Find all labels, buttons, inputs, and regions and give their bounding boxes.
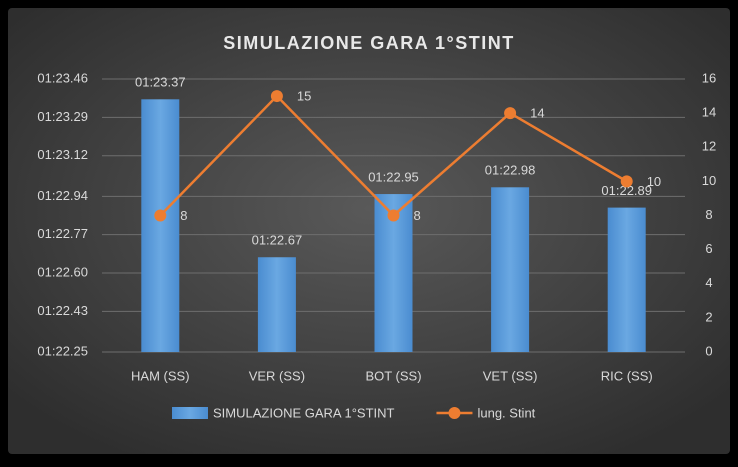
bar-value-label: 01:22.89: [601, 183, 652, 198]
y2-tick-label: 4: [705, 275, 712, 290]
y-tick-label: 01:22.94: [37, 188, 88, 203]
y-tick-label: 01:22.77: [37, 226, 88, 241]
bar-value-label: 01:22.67: [252, 233, 303, 248]
legend-swatch-marker: [448, 407, 461, 419]
line-value-label: 8: [180, 208, 187, 223]
line-marker: [154, 209, 167, 222]
x-tick-label: VET (SS): [483, 368, 538, 383]
line-value-label: 8: [414, 208, 421, 223]
bar: [257, 257, 296, 352]
y-tick-label: 01:23.12: [37, 147, 88, 162]
bar: [607, 207, 646, 352]
x-tick-label: BOT (SS): [365, 368, 421, 383]
line-value-label: 15: [297, 89, 311, 104]
y-tick-label: 01:22.43: [37, 303, 88, 318]
y2-tick-label: 8: [705, 207, 712, 222]
y-tick-label: 01:22.25: [37, 343, 88, 358]
x-tick-label: HAM (SS): [131, 368, 190, 383]
y2-tick-label: 0: [705, 343, 712, 358]
line-marker: [504, 107, 517, 120]
y2-tick-label: 6: [705, 241, 712, 256]
line-marker: [620, 175, 633, 188]
y2-tick-label: 2: [705, 309, 712, 324]
y-tick-label: 01:22.60: [37, 264, 88, 279]
bar-value-label: 01:22.95: [368, 170, 419, 185]
legend-swatch: [172, 407, 208, 419]
legend-label: lung. Stint: [477, 405, 535, 420]
bar-value-label: 01:22.98: [485, 163, 536, 178]
y2-tick-label: 14: [702, 105, 716, 120]
line-marker: [270, 90, 283, 103]
bar-value-label: 01:23.37: [135, 75, 186, 90]
line-value-label: 10: [647, 174, 661, 189]
chart-background: [8, 8, 730, 454]
bar: [141, 99, 180, 352]
x-tick-label: RIC (SS): [601, 368, 653, 383]
y2-tick-label: 10: [702, 173, 716, 188]
y-tick-label: 01:23.46: [37, 70, 88, 85]
y-tick-label: 01:23.29: [37, 109, 88, 124]
y2-tick-label: 16: [702, 70, 716, 85]
y2-tick-label: 12: [702, 139, 716, 154]
bar: [491, 187, 530, 352]
line-marker: [387, 209, 400, 222]
chart-title: SIMULAZIONE GARA 1°STINT: [223, 33, 515, 53]
legend-label: SIMULAZIONE GARA 1°STINT: [213, 405, 395, 420]
line-value-label: 14: [530, 106, 544, 121]
x-tick-label: VER (SS): [249, 368, 305, 383]
